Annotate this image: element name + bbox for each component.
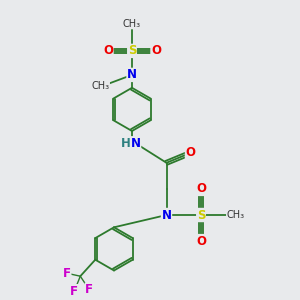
Text: CH₃: CH₃ (123, 19, 141, 29)
Text: F: F (85, 283, 93, 296)
Text: N: N (161, 208, 172, 221)
Text: F: F (70, 285, 78, 298)
Text: O: O (185, 146, 196, 159)
Text: H: H (121, 137, 130, 150)
Text: O: O (103, 44, 113, 57)
Text: N: N (130, 137, 141, 150)
Text: N: N (127, 68, 137, 81)
Text: CH₃: CH₃ (92, 81, 110, 91)
Text: O: O (196, 235, 206, 248)
Text: S: S (128, 44, 136, 57)
Text: O: O (196, 182, 206, 195)
Text: O: O (151, 44, 161, 57)
Text: F: F (63, 267, 71, 280)
Text: S: S (197, 208, 205, 221)
Text: CH₃: CH₃ (226, 210, 244, 220)
